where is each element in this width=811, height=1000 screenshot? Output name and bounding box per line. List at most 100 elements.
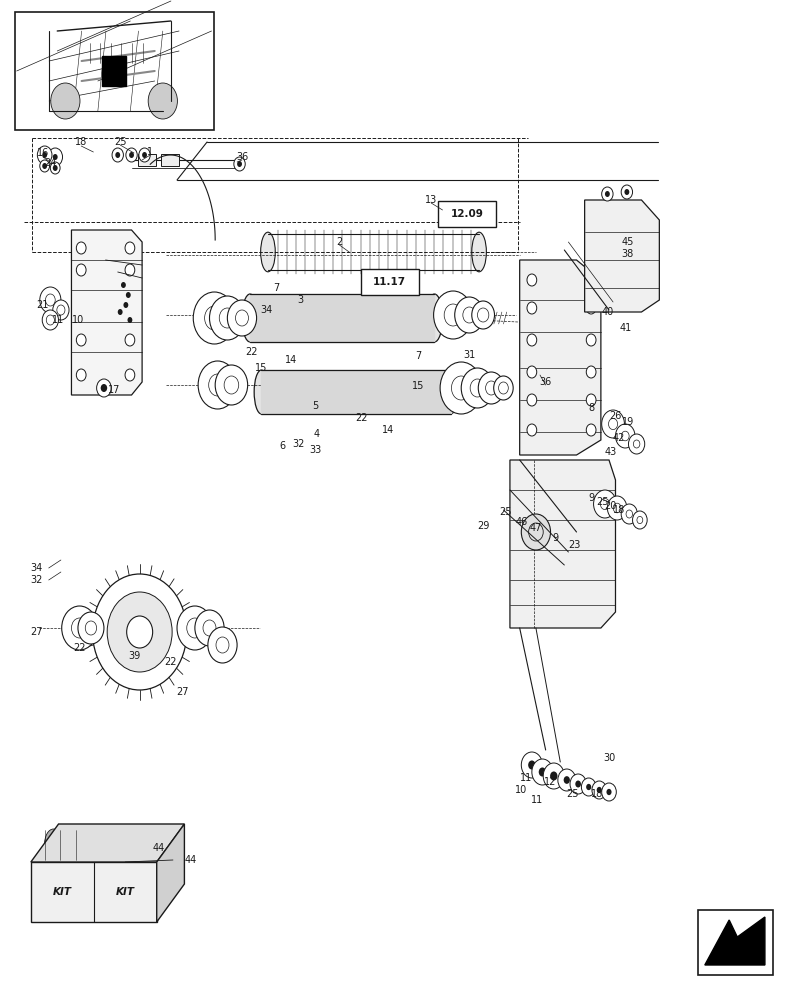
Circle shape	[125, 334, 135, 346]
Circle shape	[129, 152, 134, 158]
Text: 19: 19	[620, 417, 633, 427]
Circle shape	[574, 780, 580, 788]
Text: 14: 14	[284, 355, 297, 365]
Circle shape	[42, 310, 58, 330]
Polygon shape	[71, 230, 142, 395]
Circle shape	[234, 157, 245, 171]
Circle shape	[440, 362, 482, 414]
Circle shape	[526, 424, 536, 436]
Text: 43: 43	[603, 447, 616, 457]
Text: 4: 4	[313, 429, 320, 439]
Circle shape	[531, 759, 552, 785]
Text: 41: 41	[618, 323, 631, 333]
Text: 46: 46	[514, 517, 527, 527]
Text: 1: 1	[147, 147, 153, 157]
Bar	[15, 12, 213, 130]
Text: 42: 42	[611, 433, 624, 443]
Circle shape	[50, 83, 79, 119]
Text: 32: 32	[30, 575, 43, 585]
Circle shape	[92, 574, 187, 690]
Text: 25: 25	[565, 789, 578, 799]
Text: 34: 34	[260, 305, 272, 315]
Circle shape	[593, 490, 616, 518]
Bar	[138, 154, 156, 166]
Circle shape	[471, 301, 494, 329]
Circle shape	[76, 334, 86, 346]
Bar	[161, 154, 178, 166]
Circle shape	[586, 784, 590, 790]
Text: 18: 18	[590, 789, 603, 799]
Circle shape	[227, 300, 256, 336]
Circle shape	[461, 368, 493, 408]
Circle shape	[433, 291, 472, 339]
Circle shape	[42, 163, 47, 169]
Circle shape	[615, 424, 634, 448]
Circle shape	[53, 154, 58, 160]
Circle shape	[62, 606, 97, 650]
Polygon shape	[509, 460, 615, 628]
Text: 11: 11	[519, 773, 532, 783]
Circle shape	[97, 379, 111, 397]
Circle shape	[607, 496, 626, 520]
Text: 9: 9	[551, 533, 558, 543]
Text: 22: 22	[245, 347, 258, 357]
Circle shape	[177, 606, 212, 650]
Circle shape	[632, 511, 646, 529]
Bar	[697, 910, 772, 975]
Circle shape	[237, 161, 242, 167]
Ellipse shape	[443, 370, 457, 414]
Text: 47: 47	[529, 523, 542, 533]
Circle shape	[557, 769, 575, 791]
Circle shape	[139, 148, 150, 162]
Circle shape	[620, 185, 632, 199]
Ellipse shape	[260, 232, 275, 272]
Circle shape	[526, 274, 536, 286]
Text: 3: 3	[297, 295, 303, 305]
Circle shape	[126, 292, 131, 298]
Circle shape	[127, 616, 152, 648]
Circle shape	[42, 152, 47, 158]
Circle shape	[37, 146, 52, 164]
Text: 10: 10	[514, 785, 527, 795]
Circle shape	[606, 789, 611, 795]
Circle shape	[596, 787, 601, 793]
Text: 23: 23	[568, 540, 581, 550]
Text: 18: 18	[611, 505, 624, 515]
Text: 31: 31	[462, 350, 475, 360]
Circle shape	[601, 783, 616, 801]
Polygon shape	[157, 824, 184, 922]
Circle shape	[118, 309, 122, 315]
Circle shape	[601, 187, 612, 201]
Text: 21: 21	[36, 300, 49, 310]
Circle shape	[549, 771, 557, 781]
Circle shape	[209, 296, 245, 340]
Text: 34: 34	[30, 563, 43, 573]
Circle shape	[526, 366, 536, 378]
Circle shape	[521, 514, 550, 550]
Text: 45: 45	[620, 237, 633, 247]
Text: 15: 15	[255, 363, 268, 373]
Circle shape	[604, 191, 609, 197]
Text: 7: 7	[414, 351, 421, 361]
Text: KIT: KIT	[116, 887, 135, 897]
Text: 17: 17	[107, 385, 120, 395]
Circle shape	[601, 410, 624, 438]
Text: 13: 13	[424, 195, 437, 205]
Circle shape	[127, 317, 132, 323]
Circle shape	[454, 297, 483, 333]
Bar	[102, 56, 126, 86]
Circle shape	[148, 83, 177, 119]
Circle shape	[125, 242, 135, 254]
Circle shape	[538, 767, 546, 777]
Circle shape	[521, 752, 542, 778]
Circle shape	[586, 424, 595, 436]
Circle shape	[142, 152, 147, 158]
Circle shape	[40, 287, 61, 313]
Circle shape	[478, 372, 504, 404]
Text: 12: 12	[543, 777, 556, 787]
Text: 26: 26	[608, 411, 621, 421]
Text: 11.17: 11.17	[373, 277, 406, 287]
Text: 9: 9	[587, 493, 594, 503]
Text: 44: 44	[184, 855, 196, 865]
Ellipse shape	[60, 829, 77, 859]
